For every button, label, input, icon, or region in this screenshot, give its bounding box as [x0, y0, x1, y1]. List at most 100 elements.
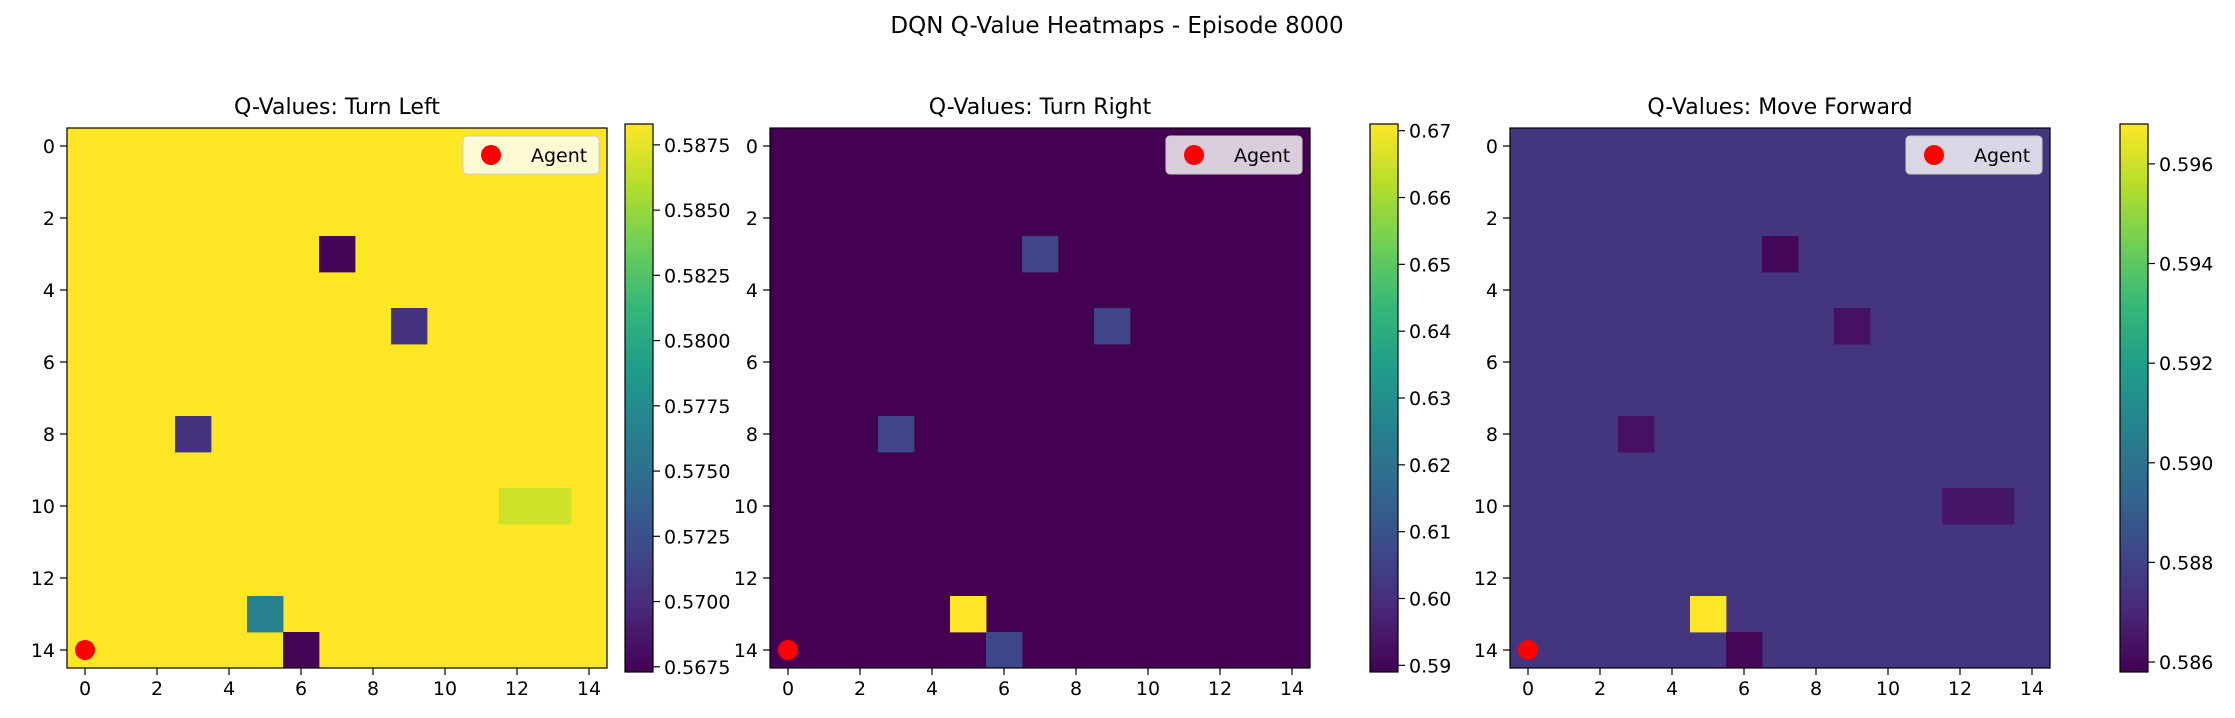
y-tick-label: 10: [31, 496, 55, 518]
x-tick-label: 10: [1876, 678, 1900, 700]
y-tick-label: 2: [43, 208, 55, 230]
y-tick-label: 2: [1486, 208, 1498, 230]
x-tick-label: 12: [1948, 678, 1972, 700]
heatmap-cell: [1978, 488, 2015, 525]
heatmap-cell: [283, 632, 320, 669]
heatmap-background: [1510, 128, 2050, 668]
y-tick-label: 10: [1474, 496, 1498, 518]
heatmap-cell: [499, 488, 536, 525]
legend-box: [1905, 135, 2043, 175]
y-tick-label: 14: [1474, 640, 1498, 662]
heatmap-cell: [1022, 236, 1059, 273]
colorbar-tick-label: 0.63: [1409, 388, 1451, 410]
colorbar-tick-label: 0.5775: [664, 396, 730, 418]
colorbar: [1369, 123, 1399, 673]
colorbar-tick-label: 0.5750: [664, 461, 730, 483]
legend-label: Agent: [1974, 145, 2030, 167]
heatmap-cell: [950, 596, 987, 633]
heatmap-frame: [1509, 127, 2051, 669]
heatmap-cell: [878, 416, 915, 453]
y-tick-label: 10: [734, 496, 758, 518]
legend-box: [1165, 135, 1303, 175]
x-tick-label: 0: [782, 678, 794, 700]
x-tick-label: 4: [1666, 678, 1678, 700]
colorbar-tick-label: 0.596: [2159, 154, 2213, 176]
x-tick-label: 2: [1594, 678, 1606, 700]
colorbar-tick-label: 0.60: [1409, 588, 1451, 610]
legend-agent-marker: [481, 145, 501, 165]
colorbar-tick-label: 0.61: [1409, 522, 1451, 544]
x-tick-label: 8: [367, 678, 379, 700]
x-tick-label: 2: [151, 678, 163, 700]
y-tick-label: 6: [746, 352, 758, 374]
legend-agent-marker: [1924, 145, 1944, 165]
colorbar-tick-label: 0.65: [1409, 254, 1451, 276]
colorbar: [2119, 123, 2149, 673]
y-tick-label: 4: [43, 280, 55, 302]
y-tick-label: 4: [746, 280, 758, 302]
colorbar-tick-label: 0.5675: [664, 657, 730, 679]
heatmap-cell: [1618, 416, 1655, 453]
x-tick-label: 14: [577, 678, 601, 700]
heatmap-background: [67, 128, 607, 668]
legend-label: Agent: [531, 145, 587, 167]
colorbar-tick-label: 0.594: [2159, 253, 2213, 275]
y-tick-label: 8: [746, 424, 758, 446]
colorbar-tick-label: 0.5875: [664, 135, 730, 157]
x-tick-label: 14: [2020, 678, 2044, 700]
y-tick-label: 2: [746, 208, 758, 230]
x-tick-label: 6: [998, 678, 1010, 700]
colorbar-tick-label: 0.590: [2159, 453, 2213, 475]
colorbar-tick-label: 0.588: [2159, 552, 2213, 574]
panel-title: Q-Values: Move Forward: [1647, 95, 1912, 120]
heatmap-cell: [319, 236, 356, 273]
colorbar-tick-label: 0.66: [1409, 188, 1451, 210]
legend-agent-marker: [1184, 145, 1204, 165]
agent-marker: [1518, 640, 1538, 660]
y-tick-label: 0: [1486, 136, 1498, 158]
x-tick-label: 12: [1208, 678, 1232, 700]
figure-suptitle: DQN Q-Value Heatmaps - Episode 8000: [890, 13, 1343, 39]
y-tick-label: 14: [31, 640, 55, 662]
panel-title: Q-Values: Turn Right: [929, 95, 1152, 120]
heatmap-background: [770, 128, 1310, 668]
legend-box: [462, 135, 600, 175]
y-tick-label: 8: [1486, 424, 1498, 446]
panel-title: Q-Values: Turn Left: [234, 95, 440, 120]
heatmap-cell: [1834, 308, 1871, 345]
x-tick-label: 8: [1070, 678, 1082, 700]
colorbar-tick-label: 0.5700: [664, 592, 730, 614]
y-tick-label: 0: [43, 136, 55, 158]
heatmap-cell: [247, 596, 284, 633]
colorbar-tick-label: 0.5725: [664, 526, 730, 548]
heatmap-cell: [986, 632, 1023, 669]
heatmap-cell: [535, 488, 572, 525]
colorbar-tick-label: 0.62: [1409, 455, 1451, 477]
heatmap-cell: [1726, 632, 1763, 669]
legend-label: Agent: [1234, 145, 1290, 167]
heatmap-panel-3: Q-Values: Move Forward 0 2 4 6 8 10 12 14 0 2 4 6 8 10…: [1474, 95, 2214, 700]
panels: Q-Values: Turn Left 0 2 4 6 8 10 12 14 0 2 4 6 8 10 12 1…: [31, 95, 2214, 700]
colorbar-tick-label: 0.64: [1409, 321, 1451, 343]
y-tick-label: 6: [43, 352, 55, 374]
y-tick-label: 12: [734, 568, 758, 590]
y-tick-label: 0: [746, 136, 758, 158]
x-tick-label: 10: [1136, 678, 1160, 700]
heatmap-cell: [391, 308, 428, 345]
x-tick-label: 2: [854, 678, 866, 700]
x-tick-label: 4: [223, 678, 235, 700]
colorbar-tick-label: 0.59: [1409, 655, 1451, 677]
x-tick-label: 10: [433, 678, 457, 700]
agent-marker: [778, 640, 798, 660]
heatmap-frame: [66, 127, 608, 669]
heatmap-frame: [769, 127, 1311, 669]
x-tick-label: 6: [1738, 678, 1750, 700]
colorbar-tick-label: 0.586: [2159, 652, 2213, 674]
y-tick-label: 8: [43, 424, 55, 446]
colorbar-tick-label: 0.67: [1409, 121, 1451, 143]
colorbar: [624, 123, 654, 673]
y-tick-label: 14: [734, 640, 758, 662]
x-tick-label: 6: [295, 678, 307, 700]
agent-marker: [75, 640, 95, 660]
